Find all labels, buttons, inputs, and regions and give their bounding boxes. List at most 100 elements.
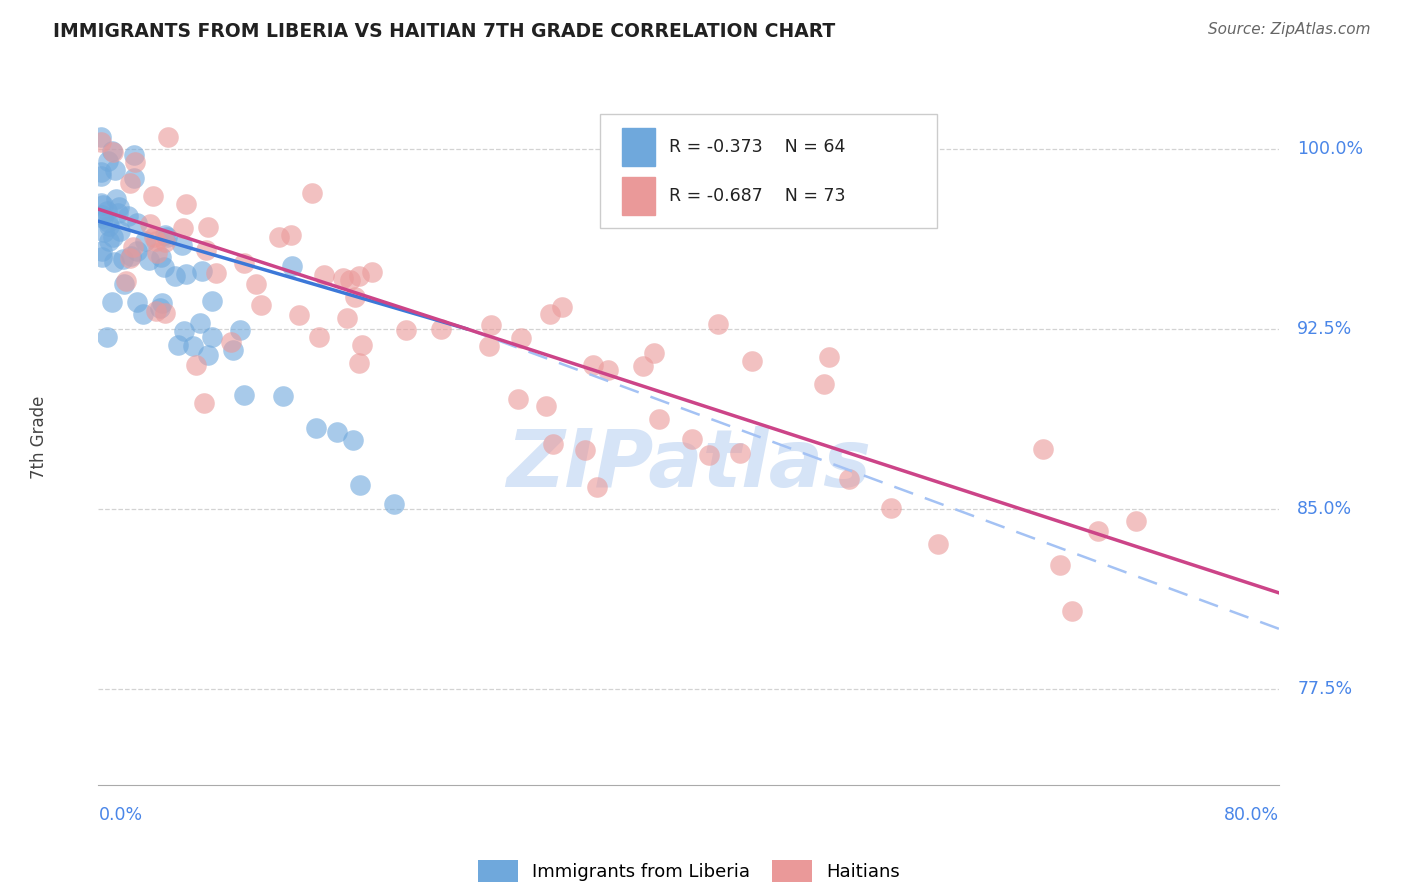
Point [347, 268, 370, 283]
Point [305, 421, 328, 435]
Point [134, 234, 156, 248]
Point [598, 363, 620, 377]
Point [90, 169, 112, 183]
Point [118, 177, 141, 191]
Point [336, 311, 359, 326]
Point [648, 412, 671, 426]
Point [104, 163, 127, 178]
Bar [600, 113, 936, 228]
Point [96, 153, 118, 168]
Point [170, 238, 193, 252]
Point [233, 255, 256, 269]
Point [879, 501, 901, 516]
Point [219, 334, 242, 349]
Point [479, 318, 502, 332]
Point [927, 536, 949, 550]
Point [281, 259, 304, 273]
Point [93, 225, 115, 239]
Point [229, 323, 252, 337]
Point [145, 235, 167, 249]
Point [344, 290, 367, 304]
Point [1049, 558, 1071, 572]
Point [90, 195, 112, 210]
Text: 100.0%: 100.0% [1298, 140, 1364, 158]
Point [153, 260, 176, 274]
Point [271, 388, 294, 402]
Point [118, 252, 141, 266]
Point [121, 240, 143, 254]
Point [699, 448, 721, 462]
Point [478, 338, 501, 352]
Text: 77.5%: 77.5% [1298, 680, 1353, 698]
Point [91, 251, 114, 265]
Point [122, 170, 145, 185]
Point [221, 343, 243, 357]
Point [197, 220, 219, 235]
Point [122, 148, 145, 162]
Point [350, 338, 373, 352]
Point [114, 277, 136, 291]
Point [361, 265, 384, 279]
Point [347, 356, 370, 370]
Point [541, 437, 564, 451]
Point [174, 196, 197, 211]
Point [127, 215, 149, 229]
Point [153, 235, 176, 249]
Point [205, 266, 228, 280]
Point [90, 244, 112, 258]
Point [96, 330, 118, 344]
Point [142, 188, 165, 202]
Point [149, 250, 172, 264]
Point [534, 399, 557, 413]
Point [90, 130, 112, 145]
Text: 0.0%: 0.0% [98, 805, 142, 824]
Point [153, 228, 176, 243]
Point [124, 155, 146, 169]
Point [173, 324, 195, 338]
Point [108, 224, 131, 238]
Point [90, 165, 112, 179]
Point [681, 432, 703, 446]
Point [146, 246, 169, 260]
Point [107, 206, 129, 220]
Point [643, 346, 665, 360]
Point [132, 307, 155, 321]
Point [153, 306, 176, 320]
Point [349, 478, 371, 492]
Point [101, 145, 124, 160]
Point [813, 377, 835, 392]
Point [233, 388, 256, 402]
Text: 92.5%: 92.5% [1298, 320, 1353, 338]
Point [98, 219, 121, 234]
Point [280, 228, 302, 243]
Point [633, 359, 655, 374]
Point [193, 395, 215, 409]
Point [1062, 604, 1084, 618]
Point [190, 263, 212, 277]
Point [326, 425, 349, 439]
Text: Source: ZipAtlas.com: Source: ZipAtlas.com [1208, 22, 1371, 37]
Point [103, 255, 125, 269]
Point [120, 249, 142, 263]
Point [741, 354, 763, 368]
Point [156, 230, 179, 244]
Point [267, 230, 290, 244]
Text: R = -0.687    N = 73: R = -0.687 N = 73 [669, 186, 845, 204]
Point [91, 211, 114, 225]
Point [1032, 442, 1054, 456]
Point [707, 318, 730, 332]
Point [288, 308, 311, 322]
Point [382, 497, 405, 511]
Point [181, 339, 204, 353]
Point [97, 215, 120, 229]
Point [145, 304, 167, 318]
Text: 7th Grade: 7th Grade [31, 395, 48, 479]
Point [395, 323, 418, 337]
Text: IMMIGRANTS FROM LIBERIA VS HAITIAN 7TH GRADE CORRELATION CHART: IMMIGRANTS FROM LIBERIA VS HAITIAN 7TH G… [53, 22, 835, 41]
Point [139, 217, 162, 231]
Point [91, 198, 114, 212]
Point [156, 130, 179, 145]
Point [586, 479, 609, 493]
Point [194, 244, 217, 258]
Point [582, 358, 605, 372]
